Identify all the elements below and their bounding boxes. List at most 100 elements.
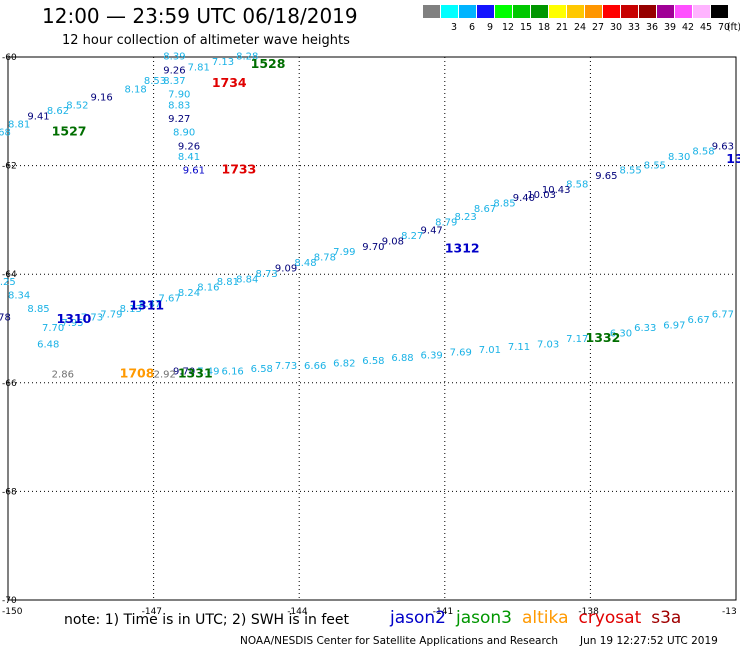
color-legend: 3 6 9 12 15 18 21 24 27 30 33 36 39 42 45 70 (ft) [423,5,740,39]
legend-label: 15 [519,22,533,33]
wave-height-point: 8.34 [8,291,30,302]
legend-label: 9 [486,22,494,33]
wave-height-point: 8.53 [144,76,166,87]
wave-height-point: 6.66 [304,361,326,372]
wave-height-point: 7.99 [333,247,355,258]
wave-height-point: 9.26 [178,141,200,152]
legend-swatch [567,5,584,18]
y-tick-label: -64 [2,270,17,280]
wave-height-point: 8.78 [314,253,336,264]
wave-height-point: 7.90 [168,90,190,101]
wave-height-point: 7.70 [42,323,64,334]
wave-height-point: 9.40 [513,193,535,204]
wave-height-point: 9.08 [382,236,404,247]
wave-height-point: 9.27 [168,114,190,125]
legend-label: 36 [645,22,659,33]
wave-height-point: 6.39 [421,350,443,361]
track-time-label: 1331 [178,365,213,380]
wave-height-point: 9.26 [163,65,185,76]
wave-height-point: 6.88 [391,353,413,364]
wave-height-point: 8.23 [455,212,477,223]
x-tick-label: -150 [2,607,23,617]
track-time-label: 1332 [586,330,621,345]
wave-height-point: 8.41 [178,152,200,163]
wave-height-point: 7.79 [100,310,122,321]
legend-label: 33 [627,22,641,33]
wave-height-point: 9.63 [712,141,734,152]
legend-label: 21 [555,22,569,33]
y-tick-label: -66 [2,379,17,389]
x-tick-label: -144 [287,607,308,617]
wave-height-point: 7.11 [508,342,530,353]
track-time-label: 1733 [222,162,257,177]
legend-swatch [621,5,638,18]
wave-height-point: 7.67 [158,293,180,304]
wave-height-point: 9.09 [275,263,297,274]
wave-height-point: 9.16 [91,92,113,103]
wave-height-point: 8.90 [173,128,195,139]
wave-height-point: 8.48 [294,258,316,269]
wave-height-point: 9.41 [27,111,49,122]
wave-height-point: 8.85 [493,198,515,209]
wave-height-point: 6.48 [37,340,59,351]
wave-height-point: 6.16 [222,367,244,378]
wave-height-point: 8.30 [668,152,690,163]
x-tick-label: -13 [722,607,737,617]
y-tick-label: -70 [2,596,17,606]
wave-height-point: 7.17 [566,334,588,345]
wave-height-point: 8.18 [124,84,146,95]
wave-height-point: 6.97 [663,321,685,332]
tick-labels: -150 -147 -144 -141 -138 -13 -60 -62 -64 -66 -68 -7… [2,53,737,617]
track-time-label: 1528 [251,56,286,71]
legend-swatch [549,5,566,18]
satellite-legend-item: jason2 [390,608,446,628]
wave-height-point: 2.92 [154,369,176,380]
legend-swatch [639,5,656,18]
wave-height-point: 6.67 [687,315,709,326]
wave-height-point: 7.81 [188,63,210,74]
wave-height-points: 8.39 8.287.137.819.268.538.378.18 7.909.16… [0,52,734,381]
page-subtitle: 12 hour collection of altimeter wave hei… [62,33,350,48]
satellite-legend-item: altika [522,608,569,628]
track-time-label: 1708 [120,365,155,380]
satellite-legend: jason2 jason3 altika cryosat s3a [390,608,691,628]
legend-swatch [513,5,530,18]
wave-height-point: 6.58 [251,364,273,375]
wave-height-point: 8.47 [139,299,161,310]
satellite-legend-item: s3a [651,608,682,628]
wave-height-point: 9.65 [595,171,617,182]
footer-note: note: 1) Time is in UTC; 2) SWH is in fe… [64,612,350,628]
wave-height-point: 8.24 [178,288,200,299]
wave-height-point: 8.55 [644,160,666,171]
legend-swatch [495,5,512,18]
wave-height-point: 8.37 [163,76,185,87]
legend-swatch [711,5,728,18]
wave-height-point: 8.81 [217,277,239,288]
wave-height-point: 8.81 [8,120,30,131]
wave-height-point: 7.73 [81,312,103,323]
wave-height-point: 8.39 [163,52,185,63]
y-tick-label: -68 [2,487,17,497]
legend-label: 45 [699,22,713,33]
wave-height-point: 6.58 [362,356,384,367]
wave-height-point: 8.68 [0,128,11,139]
legend-label: 6 [468,22,476,33]
y-tick-label: -60 [2,53,17,63]
x-tick-label: -138 [578,607,599,617]
legend-swatch [531,5,548,18]
wave-height-point: 2.86 [52,369,74,380]
legend-label: 3 [450,22,458,33]
legend-swatch [603,5,620,18]
legend-swatch [585,5,602,18]
y-tick-label: -62 [2,162,17,172]
wave-height-point: 8.83 [168,101,190,112]
grid-lines [8,57,736,600]
wave-height-point: 8.13 [120,304,142,315]
legend-label: 27 [591,22,605,33]
page-title: 12:00 — 23:59 UTC 06/18/2019 [42,4,358,28]
wave-height-point: 8.85 [27,304,49,315]
generation-timestamp: Jun 19 12:27:52 UTC 2019 [580,635,718,647]
track-time-label: 1310 [57,311,92,326]
wave-height-point: 8.79 [435,217,457,228]
